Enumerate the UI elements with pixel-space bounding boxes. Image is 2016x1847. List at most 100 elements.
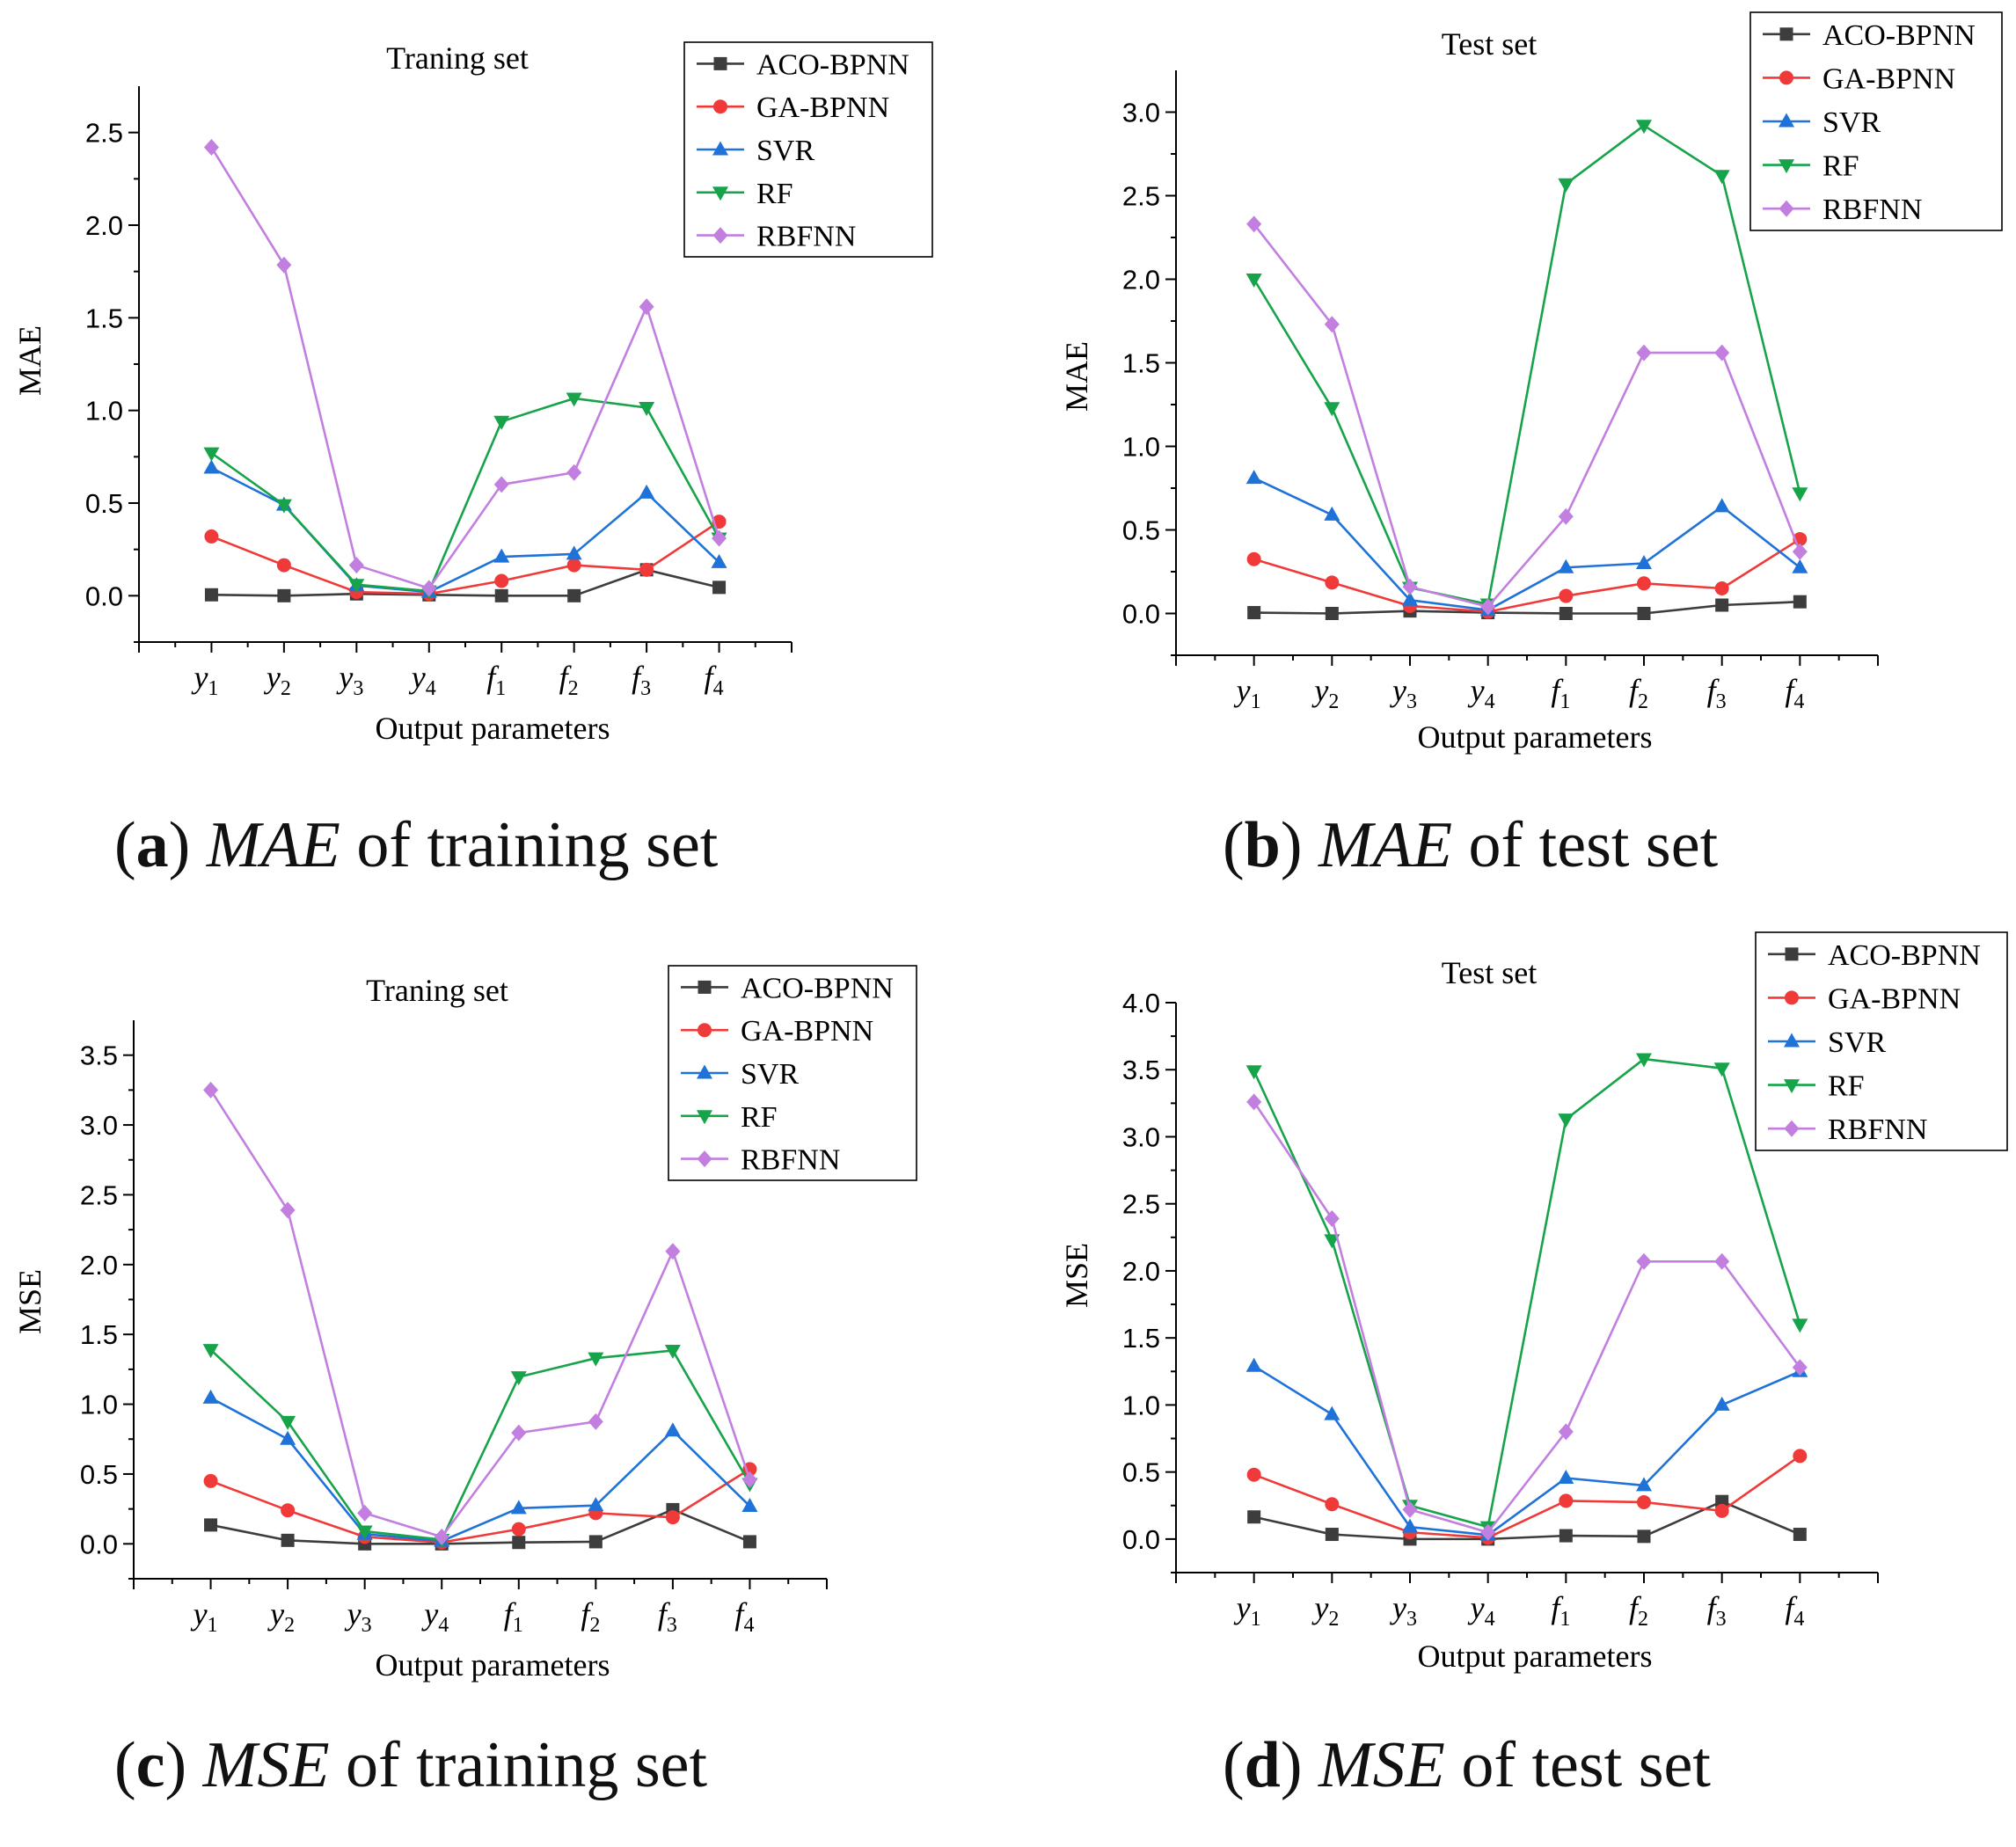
data-point (203, 1473, 218, 1488)
series-line (210, 146, 720, 590)
y-tick-label: 4.0 (1122, 988, 1160, 1018)
data-point (1792, 487, 1808, 502)
x-tick-label: f4 (1785, 1590, 1804, 1631)
data-point (510, 1371, 527, 1386)
legend-marker (713, 99, 727, 114)
y-tick-label: 1.0 (1122, 432, 1160, 463)
x-tick-label: y3 (345, 1596, 372, 1637)
data-point (742, 1535, 756, 1549)
data-point (494, 588, 508, 602)
y-tick-label: 3.0 (1122, 98, 1160, 128)
caption-a: (a) MAE of training set (114, 809, 719, 881)
legend-label: GA-BPNN (1822, 62, 1955, 95)
data-point (1637, 1494, 1651, 1509)
data-point (276, 256, 292, 274)
series-line (210, 1468, 751, 1544)
data-point (281, 1503, 296, 1518)
x-tick-label: y3 (1390, 1590, 1417, 1631)
chart-panel-4: 0.0 0.5 1.0 1.5 2.0 2.5 3.0 3.5 4.0 y1 y2 y3 y4 f1 f2 f… (1059, 931, 2008, 1674)
y-axis-label: MSE (1059, 1243, 1094, 1308)
x-tick-label: f2 (559, 660, 579, 700)
y-tick-label: 1.5 (80, 1319, 118, 1350)
series-ga-bpnn (204, 515, 727, 602)
data-point (1247, 1510, 1261, 1524)
data-point (512, 1536, 526, 1550)
x-tick-label: f1 (504, 1596, 523, 1637)
data-point (1246, 215, 1262, 233)
y-tick-label: 2.0 (85, 210, 123, 241)
data-point (1325, 1497, 1340, 1512)
data-point (1325, 1528, 1339, 1542)
legend-label: GA-BPNN (741, 1015, 873, 1048)
y-tick-label: 1.5 (1122, 348, 1160, 379)
data-point (639, 484, 655, 499)
data-point (281, 1533, 295, 1547)
legend-marker (698, 980, 712, 994)
data-point (664, 1422, 681, 1437)
y-tick-label: 2.0 (1122, 1256, 1160, 1287)
y-tick-label: 2.5 (1122, 1189, 1160, 1220)
caption-c: (c) MSE of training set (114, 1729, 708, 1801)
series-rf (1245, 1053, 1808, 1536)
data-point (566, 545, 582, 560)
data-point (1402, 1518, 1418, 1533)
data-point (1324, 402, 1340, 417)
legend-label: SVR (756, 135, 814, 167)
x-tick-label: y3 (336, 660, 363, 700)
x-tick-label: f4 (734, 1596, 754, 1637)
data-point (434, 1528, 449, 1545)
legend-label: GA-BPNN (756, 91, 889, 124)
data-point (1793, 1528, 1807, 1542)
x-tick-label: f3 (1707, 673, 1727, 713)
series-rf (203, 392, 727, 600)
caption-b: (b) MAE of test set (1223, 809, 1719, 881)
data-point (1402, 578, 1418, 595)
series-svr (202, 1389, 758, 1547)
legend-marker (697, 1150, 712, 1168)
x-tick-label: f3 (658, 1596, 677, 1637)
data-point (1325, 607, 1339, 620)
x-tick-label: y3 (1390, 673, 1417, 713)
data-point (1713, 498, 1730, 513)
x-axis-label: Output parameters (376, 711, 610, 746)
data-point (1559, 607, 1573, 620)
x-tick-label: f4 (705, 660, 724, 700)
data-point (1559, 588, 1574, 603)
series-ga-bpnn (1246, 1449, 1808, 1545)
data-point (1402, 591, 1418, 606)
data-point (1714, 1503, 1729, 1518)
x-tick-label: y2 (264, 660, 291, 700)
legend-marker (1785, 990, 1799, 1005)
series-line (1253, 1500, 1801, 1541)
data-point (712, 580, 727, 595)
legend: ACO-BPNN GA-BPNN SVR RF RBFNN (683, 41, 933, 258)
x-tick-label: y2 (1311, 1590, 1339, 1631)
data-point (1637, 1529, 1651, 1544)
data-point (1636, 1252, 1652, 1270)
data-point (712, 529, 727, 547)
x-axis-label: Output parameters (376, 1647, 610, 1683)
legend-label: SVR (1822, 106, 1881, 139)
x-tick-label: y1 (1234, 673, 1261, 713)
data-point (1558, 178, 1574, 193)
legend-label: SVR (741, 1058, 799, 1091)
series-line (209, 1397, 751, 1543)
data-point (203, 459, 220, 474)
data-point (493, 476, 509, 493)
data-point (203, 1081, 219, 1099)
y-tick-label: 1.0 (80, 1390, 118, 1420)
data-point (639, 402, 655, 417)
data-point (1793, 1449, 1808, 1464)
y-tick-label: 1.5 (1122, 1323, 1160, 1354)
x-tick-label: y2 (1311, 673, 1339, 713)
series-rbfnn (203, 1081, 757, 1545)
data-point (356, 1525, 373, 1540)
data-point (1792, 1318, 1808, 1333)
series-svr (203, 459, 727, 598)
series-line (210, 520, 720, 595)
data-point (588, 1352, 604, 1367)
y-tick-label: 2.5 (80, 1179, 118, 1210)
legend-marker (1784, 1033, 1800, 1048)
legend-marker (712, 141, 728, 156)
